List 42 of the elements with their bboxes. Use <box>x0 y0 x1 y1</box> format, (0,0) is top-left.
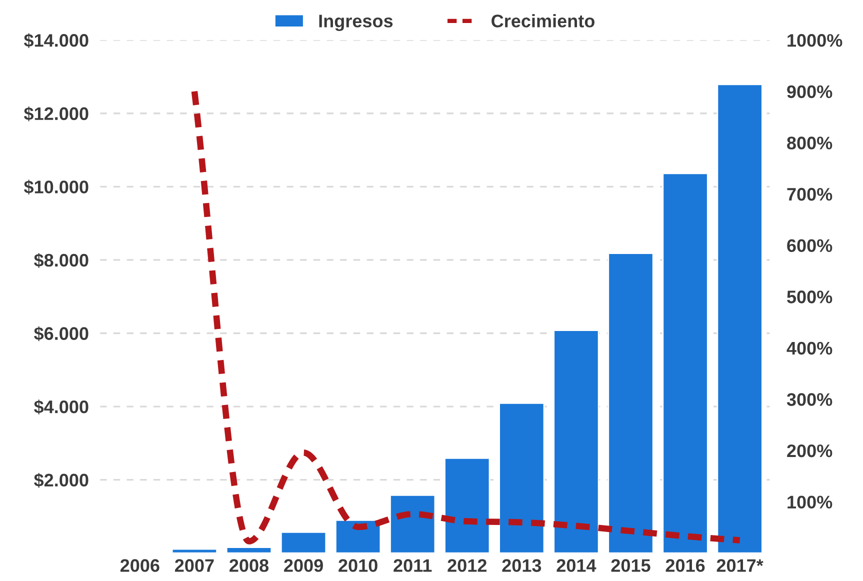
x-tick-label: 2007 <box>175 559 214 572</box>
legend-label: Crecimiento <box>492 14 594 28</box>
y2-tick-label: 500% <box>787 290 832 304</box>
bar <box>444 458 490 554</box>
y-tick-label: $8.000 <box>34 253 88 268</box>
x-tick-label: 2014 <box>556 559 596 572</box>
y2-tick-label: 400% <box>786 342 832 355</box>
y2-tick-label: 800% <box>787 136 832 150</box>
y2-tick-label: 300% <box>786 393 832 406</box>
legend-label: Ingresos <box>319 14 393 32</box>
y-tick-label: $6.000 <box>34 326 88 342</box>
bar <box>335 519 382 554</box>
bar <box>608 252 654 554</box>
y2-tick-label: 1000% <box>788 34 842 47</box>
y2-tick-label: 200% <box>787 444 832 458</box>
y-tick-label: $12.000 <box>24 106 88 122</box>
bar <box>171 548 218 554</box>
x-tick-label: 2012 <box>448 559 486 572</box>
bar <box>390 494 436 554</box>
x-tick-label: 2009 <box>284 559 323 572</box>
y2-tick-label: 100% <box>788 496 832 509</box>
y2-tick-label: 700% <box>787 188 832 201</box>
x-tick-label: 2013 <box>502 559 542 572</box>
bar <box>498 402 545 554</box>
y-tick-label: $10.000 <box>24 180 88 195</box>
bar <box>280 532 327 554</box>
x-tick-label: 2010 <box>338 559 378 572</box>
x-tick-label: 2017* <box>716 559 764 572</box>
y-tick-label: $2.000 <box>34 472 88 488</box>
bar <box>553 330 600 554</box>
bar <box>662 172 708 554</box>
bar <box>226 546 272 554</box>
x-tick-label: 2008 <box>230 559 269 572</box>
x-tick-label: 2015 <box>611 559 650 572</box>
y-tick-label: $4.000 <box>34 400 88 414</box>
x-tick-label: 2006 <box>120 559 160 572</box>
y2-tick-label: 900% <box>787 85 832 98</box>
x-tick-label: 2011 <box>394 559 432 572</box>
bar <box>716 84 763 554</box>
x-tick-label: 2016 <box>666 559 705 572</box>
y-tick-label: $14.000 <box>24 33 88 48</box>
y2-tick-label: 600% <box>787 239 832 252</box>
